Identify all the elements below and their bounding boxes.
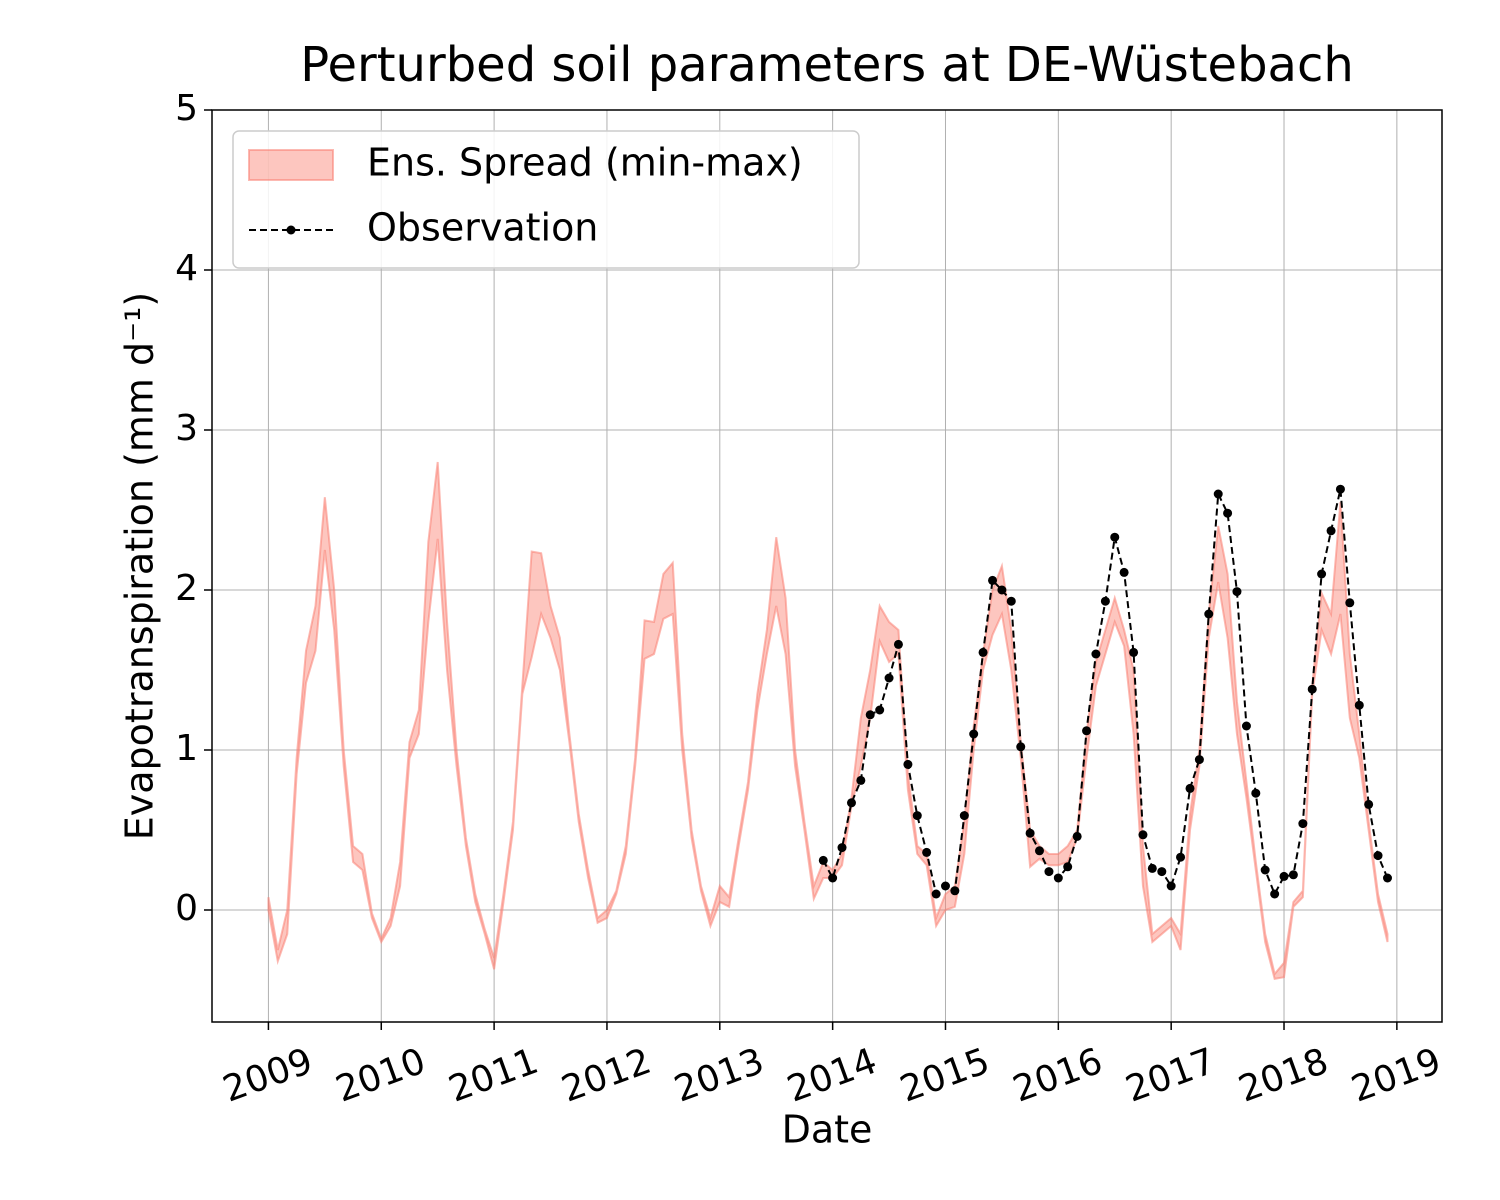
x-tick-label: 2011 xyxy=(444,1041,544,1111)
observation-point xyxy=(1382,873,1392,883)
observation-point xyxy=(1307,684,1317,694)
observation-point xyxy=(1251,788,1261,798)
x-axis-label: Date xyxy=(782,1108,873,1152)
observation-point xyxy=(884,673,894,683)
x-tick-label: 2019 xyxy=(1346,1041,1446,1111)
legend-marker xyxy=(286,225,296,235)
legend: Ens. Spread (min-max) Observation xyxy=(232,130,860,269)
observation-point xyxy=(1091,649,1101,659)
observation-point xyxy=(1204,609,1214,619)
observation-point xyxy=(1185,783,1195,793)
spread-band xyxy=(267,461,1389,980)
observation-point xyxy=(988,575,998,585)
y-tick-label: 2 xyxy=(175,568,198,609)
legend-label: Observation xyxy=(367,206,598,250)
observation-line xyxy=(822,488,1389,897)
x-tick-label: 2018 xyxy=(1233,1041,1333,1111)
y-tick-label: 3 xyxy=(175,408,198,449)
y-tick-label: 4 xyxy=(175,248,198,289)
observation-point xyxy=(1016,742,1026,752)
observation-point xyxy=(1298,819,1308,829)
x-tick-label: 2016 xyxy=(1008,1041,1108,1111)
x-tick-label: 2015 xyxy=(895,1041,995,1111)
observation-point xyxy=(1326,526,1336,536)
observation-point xyxy=(1335,484,1345,494)
observation-point xyxy=(1260,865,1270,875)
plot-frame xyxy=(211,109,1443,1023)
observation-point xyxy=(1157,867,1167,877)
observation-point xyxy=(1270,889,1280,899)
observation-point xyxy=(997,585,1007,595)
observation-point xyxy=(1110,532,1120,542)
observation-point xyxy=(1063,862,1073,872)
observation-point xyxy=(846,798,856,808)
observation-point xyxy=(828,873,838,883)
observation-point xyxy=(950,886,960,896)
y-axis-label: Evapotranspiration (mm d⁻¹) xyxy=(118,292,162,840)
observation-point xyxy=(1241,721,1251,731)
observation-point xyxy=(837,843,847,853)
observation-point xyxy=(912,811,922,821)
observation-point xyxy=(1345,598,1355,608)
x-tick-label: 2014 xyxy=(782,1041,882,1111)
x-tick-label: 2012 xyxy=(556,1041,656,1111)
observation-point xyxy=(1129,647,1139,657)
observation-point xyxy=(1213,489,1223,499)
observation-point xyxy=(1364,799,1374,809)
observation-point xyxy=(1053,873,1063,883)
observation-point xyxy=(1288,870,1298,880)
observation-point xyxy=(1176,852,1186,862)
observation-point xyxy=(875,705,885,715)
observation-point xyxy=(978,647,988,657)
observation-point xyxy=(1082,726,1092,736)
observation-point xyxy=(893,639,903,649)
observation-point xyxy=(1034,846,1044,856)
observation-point xyxy=(1100,596,1110,606)
y-tick-label: 5 xyxy=(175,88,198,129)
observation-point xyxy=(818,855,828,865)
x-tick-label: 2009 xyxy=(218,1041,318,1111)
observation-point xyxy=(931,889,941,899)
observation-point xyxy=(1317,569,1327,579)
legend-box xyxy=(232,130,860,269)
legend-label: Ens. Spread (min-max) xyxy=(367,141,803,185)
legend-swatch xyxy=(248,149,334,181)
observation-point xyxy=(1223,508,1233,518)
observation-point xyxy=(856,775,866,785)
observation-point xyxy=(1072,831,1082,841)
observation-point xyxy=(903,759,913,769)
observation-point xyxy=(1138,830,1148,840)
observation-point xyxy=(1232,587,1242,597)
x-tick-label: 2017 xyxy=(1121,1041,1221,1111)
observation-point xyxy=(1373,851,1383,861)
observation-point xyxy=(1279,871,1289,881)
chart-title: Perturbed soil parameters at DE-Wüstebac… xyxy=(300,37,1354,93)
observation-point xyxy=(969,729,979,739)
observation-point xyxy=(1354,700,1364,710)
x-tick-label: 2010 xyxy=(331,1041,431,1111)
observation-point xyxy=(1044,867,1054,877)
observation-point xyxy=(865,710,875,720)
observation-point xyxy=(1025,828,1035,838)
observation-point xyxy=(1119,567,1129,577)
observation-point xyxy=(940,881,950,891)
y-tick-label: 0 xyxy=(175,888,198,929)
x-tick-label: 2013 xyxy=(669,1041,769,1111)
observation-point xyxy=(1147,863,1157,873)
observation-point xyxy=(1006,596,1016,606)
observation-point xyxy=(1166,881,1176,891)
observation-point xyxy=(922,847,932,857)
observation-point xyxy=(959,811,969,821)
y-tick-label: 1 xyxy=(175,728,198,769)
observation-point xyxy=(1194,755,1204,765)
